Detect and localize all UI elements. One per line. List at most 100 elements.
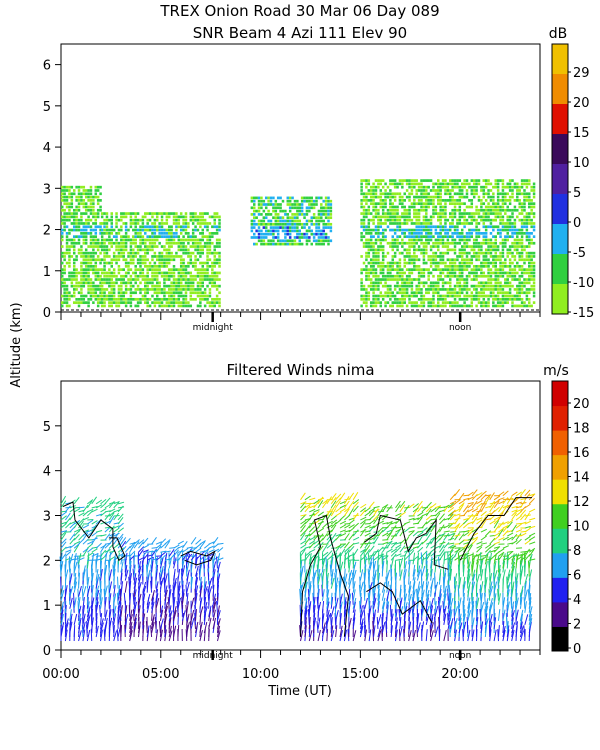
snr-cell bbox=[427, 284, 430, 288]
wind-barb bbox=[146, 569, 151, 581]
snr-cell bbox=[408, 258, 411, 262]
snr-cell bbox=[475, 185, 478, 189]
snr-cell bbox=[112, 274, 116, 278]
snr-cell bbox=[496, 301, 500, 304]
snr-cell bbox=[415, 212, 418, 215]
snr-cell bbox=[122, 301, 125, 304]
snr-cell bbox=[458, 248, 462, 252]
snr-cell bbox=[99, 281, 102, 285]
snr-cell bbox=[213, 225, 216, 229]
snr-cell bbox=[422, 301, 426, 304]
snr-cell bbox=[172, 215, 176, 219]
snr-cell bbox=[218, 278, 221, 281]
snr-cell bbox=[141, 225, 145, 229]
snr-cell bbox=[480, 202, 483, 206]
wind-barb bbox=[173, 596, 176, 609]
snr-cell bbox=[175, 215, 178, 219]
snr-cell bbox=[429, 304, 433, 308]
wind-barb bbox=[155, 597, 160, 609]
snr-cell bbox=[437, 189, 440, 192]
snr-cell bbox=[70, 205, 74, 209]
snr-cell bbox=[401, 202, 404, 206]
snr-cell bbox=[496, 248, 500, 252]
snr-cell bbox=[427, 301, 430, 304]
snr-cell bbox=[96, 241, 100, 245]
snr-cell bbox=[504, 212, 507, 215]
snr-cell bbox=[61, 284, 64, 288]
snr-cell bbox=[252, 222, 256, 226]
snr-cell bbox=[379, 291, 383, 295]
snr-cell bbox=[122, 268, 125, 271]
snr-cell bbox=[417, 218, 421, 222]
snr-cell bbox=[108, 228, 111, 232]
snr-cell bbox=[523, 271, 526, 275]
snr-cell bbox=[264, 222, 268, 226]
snr-cell bbox=[437, 215, 440, 219]
snr-cell bbox=[429, 235, 433, 239]
wind-barb bbox=[91, 531, 98, 537]
snr-cell bbox=[393, 284, 397, 288]
snr-cell bbox=[422, 284, 426, 288]
wind-barb bbox=[82, 586, 87, 597]
wind-barb bbox=[207, 588, 210, 601]
snr-cell bbox=[379, 189, 383, 192]
snr-cell bbox=[381, 199, 385, 202]
snr-cell bbox=[63, 251, 66, 255]
snr-cell bbox=[124, 258, 128, 262]
snr-cell bbox=[156, 255, 159, 258]
snr-cell bbox=[518, 281, 521, 285]
snr-cell bbox=[453, 288, 457, 291]
snr-cell bbox=[432, 288, 435, 291]
snr-cell bbox=[487, 245, 490, 248]
snr-cell bbox=[528, 297, 531, 301]
snr-cell bbox=[206, 251, 209, 255]
wind-barb bbox=[164, 539, 171, 545]
snr-cell bbox=[182, 238, 185, 242]
snr-cell bbox=[381, 245, 385, 248]
snr-cell bbox=[501, 261, 505, 265]
snr-cell bbox=[115, 304, 118, 308]
snr-cell bbox=[99, 297, 102, 301]
snr-cell bbox=[458, 195, 462, 199]
snr-cell bbox=[528, 215, 531, 219]
snr-cell bbox=[508, 179, 512, 182]
snr-cell bbox=[191, 261, 195, 265]
snr-cell bbox=[199, 274, 202, 278]
snr-cell bbox=[393, 278, 397, 281]
snr-cell bbox=[320, 213, 323, 216]
snr-cell bbox=[156, 258, 159, 262]
snr-cell bbox=[381, 208, 385, 212]
snr-cell bbox=[401, 241, 404, 245]
snr-cell bbox=[516, 182, 519, 186]
snr-cell bbox=[427, 258, 430, 262]
snr-cell bbox=[276, 219, 280, 223]
snr-cell bbox=[377, 288, 380, 291]
snr-cell bbox=[489, 291, 493, 295]
snr-cell bbox=[506, 235, 509, 239]
snr-cell bbox=[291, 219, 294, 223]
snr-cell bbox=[184, 304, 188, 308]
snr-cell bbox=[389, 261, 392, 265]
snr-cell bbox=[96, 255, 100, 258]
snr-cell bbox=[296, 199, 299, 203]
wind-barb bbox=[91, 617, 94, 629]
wind-barb bbox=[86, 552, 90, 565]
snr-cell bbox=[374, 255, 378, 258]
snr-cell bbox=[508, 274, 512, 278]
snr-cell bbox=[487, 225, 490, 229]
snr-cell bbox=[80, 255, 83, 258]
snr-cell bbox=[276, 216, 280, 220]
snr-cell bbox=[182, 241, 185, 245]
snr-cell bbox=[403, 264, 406, 268]
snr-cell bbox=[432, 205, 435, 209]
snr-cell bbox=[257, 219, 261, 223]
snr-cell bbox=[470, 212, 474, 215]
snr-cell bbox=[417, 189, 421, 192]
wind-barb bbox=[300, 519, 307, 525]
snr-cell bbox=[504, 225, 507, 229]
snr-cell bbox=[80, 271, 83, 275]
wind-barb bbox=[177, 550, 185, 553]
wind-barb bbox=[208, 549, 215, 553]
snr-cell bbox=[463, 225, 466, 229]
snr-cell bbox=[291, 242, 294, 246]
